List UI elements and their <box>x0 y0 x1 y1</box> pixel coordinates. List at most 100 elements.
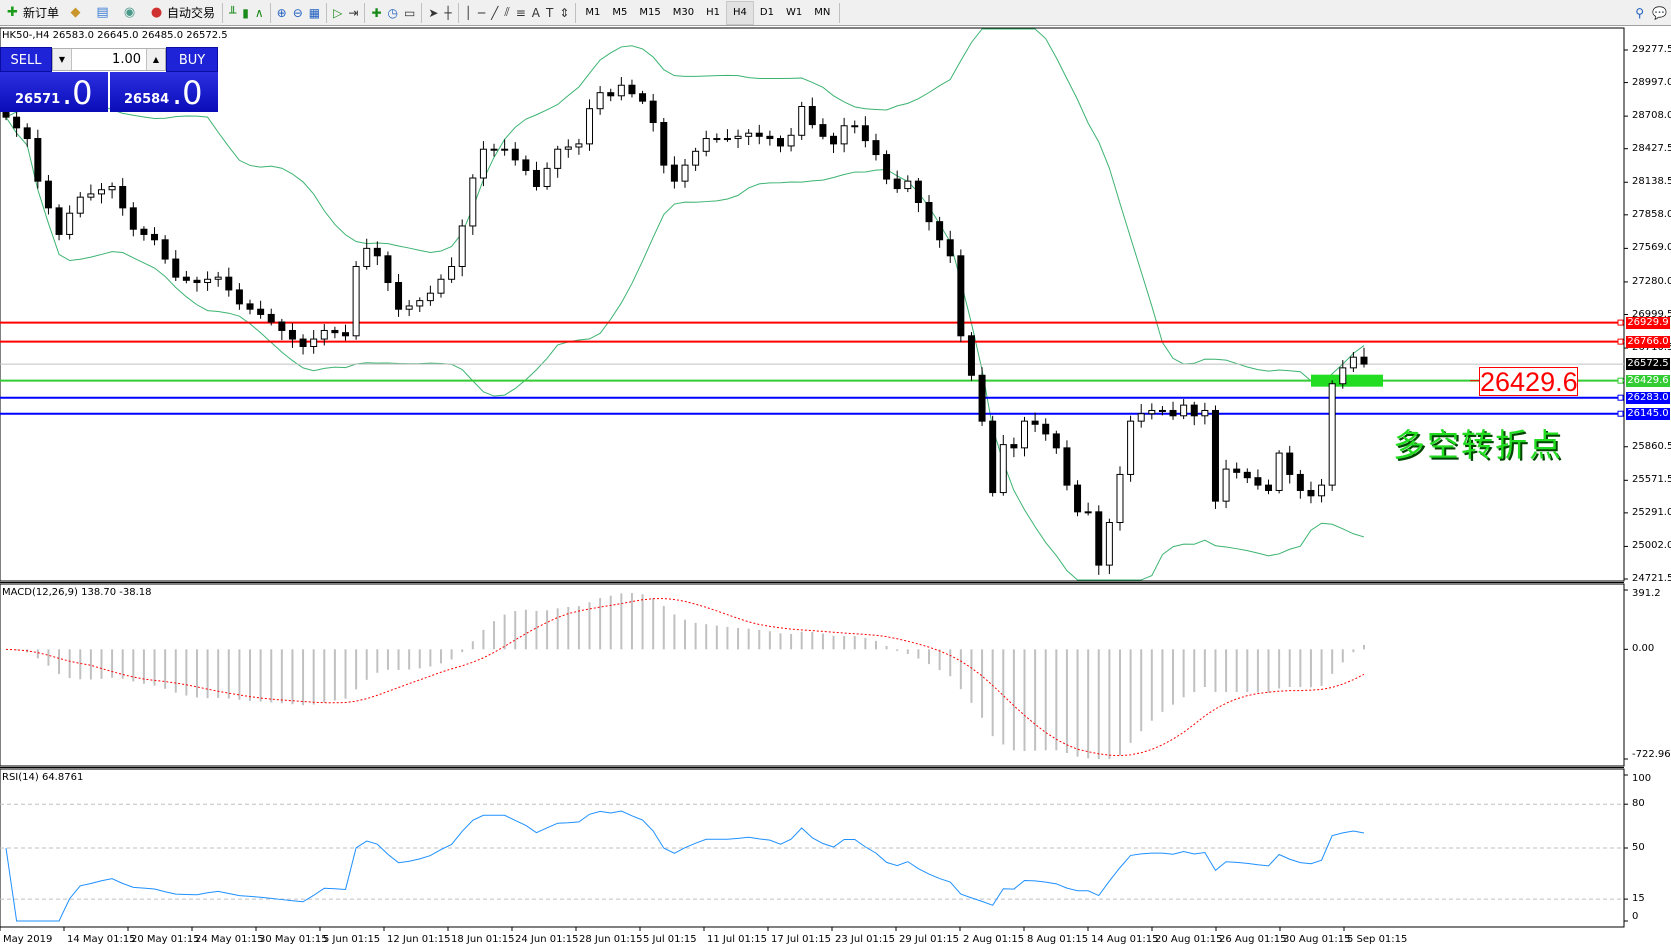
bullish-candle <box>999 444 1007 494</box>
bullish-candle <box>851 125 859 128</box>
bullish-candle <box>458 225 466 267</box>
price-axis-label: 26999.5 <box>1632 308 1671 320</box>
arrows-icon[interactable]: ⇕ <box>559 5 570 20</box>
chat-icon[interactable]: 💬 <box>1652 5 1667 20</box>
line-chart-icon[interactable]: ∧ <box>254 5 264 20</box>
bullish-candle <box>554 148 562 169</box>
bearish-candle <box>872 140 880 156</box>
horizontal-line-icon[interactable]: ─ <box>477 5 486 20</box>
buy-price-box[interactable]: 26584 .0 <box>110 72 218 112</box>
price-tag-26429.6: 26429.6 <box>1626 374 1670 387</box>
bearish-candle <box>511 148 519 161</box>
rsi-axis-label: 15 <box>1632 893 1645 905</box>
timeframe-w1[interactable]: W1 <box>785 6 803 18</box>
price-label-box[interactable]: 26429.6 <box>1479 367 1578 397</box>
bar-chart-icon[interactable]: ╨ <box>229 5 237 20</box>
bearish-candle <box>1265 484 1273 491</box>
toolbar-separator <box>269 2 271 23</box>
bullish-candle <box>1158 409 1166 412</box>
fibonacci-icon[interactable]: ≡ <box>515 5 526 20</box>
lot-decrease-icon[interactable]: ▼ <box>53 49 72 70</box>
bearish-candle <box>1307 489 1315 497</box>
price-axis-label: 25860.5 <box>1632 440 1671 452</box>
bullish-candle <box>734 135 742 140</box>
bearish-candle <box>1243 471 1251 479</box>
lot-size-stepper[interactable]: ▼ 1.00 ▲ <box>52 48 166 71</box>
bearish-candle <box>299 338 307 347</box>
market-watch-button[interactable]: ▤ <box>90 2 117 24</box>
pivot-annotation-text[interactable]: 多空转折点 <box>1393 426 1564 464</box>
macd-label: MACD(12,26,9) 138.70 -38.18 <box>2 587 152 598</box>
trendline-icon[interactable]: ╱ <box>491 5 499 20</box>
bearish-candle <box>44 180 52 209</box>
text-label-icon[interactable]: T <box>545 5 554 20</box>
templates-icon[interactable]: ▭ <box>403 5 416 20</box>
bullish-candle <box>214 276 222 280</box>
chart-header-ohlc: HK50-,H4 26583.0 26645.0 26485.0 26572.5 <box>2 30 228 41</box>
timeframe-m1[interactable]: M1 <box>585 6 601 18</box>
bullish-candle <box>1127 420 1135 475</box>
timeframe-mn[interactable]: MN <box>814 6 831 18</box>
sell-button[interactable]: SELL <box>0 47 52 72</box>
crosshair-icon[interactable]: ┼ <box>444 5 452 20</box>
time-axis-label: 14 Aug 01:15 <box>1091 934 1159 945</box>
bollinger-upper-band <box>5 28 1365 385</box>
bullish-candle <box>617 84 625 97</box>
line-handle-icon <box>1617 377 1624 384</box>
bullish-candle <box>840 125 848 145</box>
new-order-icon: ✚ <box>7 5 18 20</box>
text-icon[interactable]: A <box>531 5 540 20</box>
tile-windows-icon[interactable]: ▦ <box>308 5 321 20</box>
bullish-candle <box>596 92 604 110</box>
bearish-candle <box>649 100 657 124</box>
lot-size-input[interactable]: 1.00 <box>112 52 141 67</box>
buy-price-fraction: .0 <box>172 74 203 112</box>
lot-increase-icon[interactable]: ▲ <box>146 49 165 70</box>
history-center-icon: ◆ <box>70 5 81 20</box>
sell-price-box[interactable]: 26571 .0 <box>0 72 108 112</box>
price-tag-26145.0: 26145.0 <box>1626 407 1670 420</box>
cursor-icon[interactable]: ➤ <box>428 5 439 20</box>
line-handle-icon <box>1617 338 1624 345</box>
search-icon[interactable]: ⚲ <box>1635 5 1645 20</box>
timeframe-m30[interactable]: M30 <box>672 6 695 18</box>
bearish-candle <box>670 164 678 182</box>
buy-button[interactable]: BUY <box>166 47 218 72</box>
auto-trading-icon: ● <box>150 5 163 20</box>
periods-clock-icon[interactable]: ◷ <box>387 5 398 20</box>
new-order-button[interactable]: ✚ 新订单 <box>0 2 63 24</box>
zoom-in-icon[interactable]: ⊕ <box>276 5 287 20</box>
bearish-candle <box>914 180 922 204</box>
auto-scroll-icon[interactable]: ▷ <box>333 5 343 20</box>
bearish-candle <box>13 116 21 129</box>
bearish-candle <box>34 138 42 182</box>
bearish-candle <box>1360 356 1368 365</box>
candlestick-chart-icon[interactable]: ▮ <box>242 5 249 20</box>
bullish-candle <box>108 185 116 191</box>
timeframe-d1[interactable]: D1 <box>759 6 774 18</box>
signals-button[interactable]: ◉ <box>117 2 144 24</box>
auto-trading-button[interactable]: ● 自动交易 <box>144 2 219 24</box>
buy-price-main: 26584 <box>124 92 170 107</box>
bullish-candle <box>1084 511 1092 514</box>
bearish-candle <box>1211 409 1219 502</box>
rsi-axis-label: 0 <box>1632 911 1639 922</box>
bullish-candle <box>1116 473 1124 524</box>
time-axis-label: 30 May 01:15 <box>259 934 328 945</box>
timeframe-m5[interactable]: M5 <box>612 6 628 18</box>
bearish-candle <box>161 239 169 260</box>
vertical-line-icon[interactable]: │ <box>464 5 472 20</box>
history-center-button[interactable]: ◆ <box>63 2 90 24</box>
equidistant-channel-icon[interactable]: ⫽ <box>504 5 510 19</box>
chart-shift-icon[interactable]: ⇥ <box>348 5 359 20</box>
timeframe-h4[interactable]: H4 <box>725 0 754 25</box>
bearish-candle <box>1042 423 1050 435</box>
time-axis-label: 24 May 01:15 <box>195 934 264 945</box>
bullish-candle <box>681 164 689 182</box>
bearish-candle <box>342 332 349 337</box>
timeframe-m15[interactable]: M15 <box>639 6 661 18</box>
indicators-icon[interactable]: ✚ <box>371 5 382 20</box>
zoom-out-icon[interactable]: ⊖ <box>292 5 303 20</box>
timeframe-h1[interactable]: H1 <box>706 6 720 18</box>
